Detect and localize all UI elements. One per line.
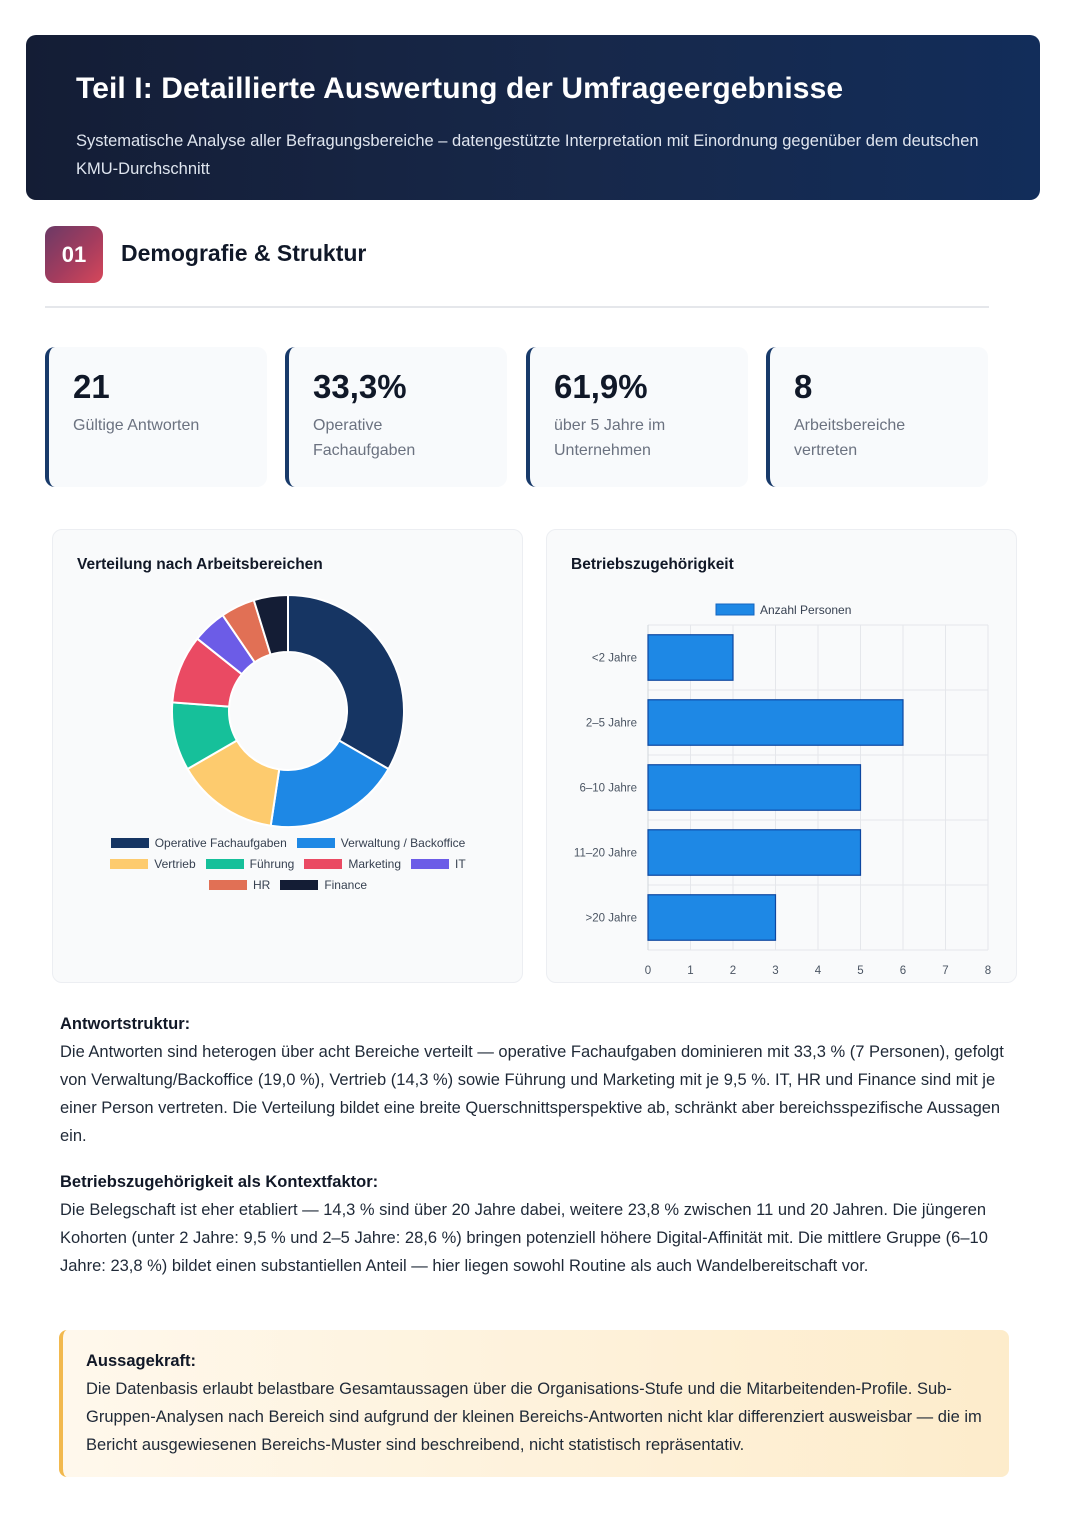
legend-swatch <box>208 880 247 890</box>
text-body: Die Antworten sind heterogen über acht B… <box>60 1043 1004 1145</box>
legend-label: Operative Fachaufgaben <box>154 836 287 850</box>
y-tick-label: 6–10 Jahre <box>579 783 637 795</box>
kpi-value: 33,3% <box>313 368 407 405</box>
legend-item: Führung <box>205 857 295 871</box>
legend-item: IT <box>411 857 466 871</box>
bar-3 <box>647 829 862 876</box>
legend-label: Anzahl Personen <box>760 603 851 617</box>
kpi-label: über 5 Jahre im Unternehmen <box>554 417 666 459</box>
legend-swatch <box>304 859 343 869</box>
legend-item: Marketing <box>304 857 401 871</box>
legend-swatch <box>411 859 450 869</box>
legend-label: Verwaltung / Backoffice <box>340 836 466 850</box>
kpi-card-responses: 21 Gültige Antworten <box>45 347 267 487</box>
bar-1 <box>647 699 904 746</box>
legend-label: Marketing <box>348 857 402 871</box>
x-tick-label: 0 <box>645 965 651 977</box>
x-tick-label: 8 <box>985 965 991 977</box>
donut-slice-0 <box>287 593 405 771</box>
kpi-label: Gültige Antworten <box>73 417 200 434</box>
text-heading: Antwortstruktur: <box>60 1015 191 1033</box>
page-subtitle: Systematische Analyse aller Befragungsbe… <box>76 132 979 178</box>
legend-item: Vertrieb <box>110 857 196 871</box>
text-body: Die Belegschaft ist eher etabliert — 14,… <box>60 1201 988 1275</box>
y-tick-label: >20 Jahre <box>586 913 637 925</box>
legend-swatch <box>110 838 149 848</box>
legend-swatch <box>280 880 319 890</box>
kpi-label: Arbeitsbereiche vertreten <box>794 417 906 459</box>
x-tick-label: 1 <box>687 965 693 977</box>
bar-2 <box>647 764 862 811</box>
text-block-answer-structure: Antwortstruktur: Die Antworten sind hete… <box>60 1010 1020 1150</box>
x-tick-label: 2 <box>730 965 736 977</box>
legend-label: HR <box>252 878 271 892</box>
donut-legend-row-1: Operative Fachaufgaben Verwaltung / Back… <box>53 836 523 850</box>
x-tick-label: 4 <box>815 965 822 977</box>
donut-legend-row-2: Vertrieb Führung Marketing IT <box>53 857 523 871</box>
x-tick-label: 7 <box>942 965 948 977</box>
section-title: Demografie & Struktur <box>121 240 367 266</box>
bar-4 <box>647 894 777 941</box>
legend-label: Finance <box>324 878 368 892</box>
kpi-card-areas: 8 Arbeitsbereiche vertreten <box>766 347 988 487</box>
kpi-card-operative: 33,3% Operative Fachaufgaben <box>285 347 507 487</box>
y-tick-label: <2 Jahre <box>592 653 637 665</box>
section-divider <box>45 306 989 308</box>
legend-label: Vertrieb <box>154 857 196 871</box>
legend-label: Führung <box>249 857 295 871</box>
x-tick-label: 6 <box>900 965 906 977</box>
legend-item: HR <box>208 878 271 892</box>
kpi-value: 61,9% <box>554 368 648 405</box>
legend-swatch <box>205 859 244 869</box>
donut-slice-7 <box>252 593 289 656</box>
kpi-card-tenure: 61,9% über 5 Jahre im Unternehmen <box>526 347 748 487</box>
chart-title: Betriebszugehörigkeit <box>571 556 734 573</box>
callout-heading: Aussagekraft: <box>86 1352 197 1370</box>
legend-swatch <box>110 859 149 869</box>
bar-0 <box>647 634 734 681</box>
x-tick-label: 5 <box>857 965 863 977</box>
kpi-value: 21 <box>73 368 110 405</box>
x-tick-label: 3 <box>772 965 778 977</box>
y-tick-label: 11–20 Jahre <box>574 848 637 860</box>
kpi-label: Operative Fachaufgaben <box>313 417 416 459</box>
bar-chart: Anzahl Personen 0 1 2 3 4 5 6 7 8 <2 Jahre 2–5 Jahr… <box>574 603 991 977</box>
callout-box: Aussagekraft: Die Datenbasis erlaubt bel… <box>59 1330 1009 1477</box>
section-number-badge: 01 <box>45 226 103 283</box>
legend-item: Finance <box>280 878 367 892</box>
bar-chart-card: Betriebszugehörigkeit Anzahl Personen 0 1 2… <box>546 529 1017 983</box>
chart-title: Verteilung nach Arbeitsbereichen <box>77 556 323 573</box>
text-block-tenure: Betriebszugehörigkeit als Kontextfaktor:… <box>60 1168 1020 1280</box>
legend-item: Operative Fachaufgaben <box>110 836 287 850</box>
report-header: Teil I: Detaillierte Auswertung der Umfr… <box>26 35 1040 200</box>
page-title: Teil I: Detaillierte Auswertung der Umfr… <box>76 72 844 105</box>
legend-swatch <box>715 603 755 616</box>
donut-chart <box>171 593 405 828</box>
legend-label: IT <box>455 857 466 871</box>
donut-chart-card: Verteilung nach Arbeitsbereichen Operati… <box>52 529 523 983</box>
legend-item: Verwaltung / Backoffice <box>296 836 466 850</box>
callout-body: Die Datenbasis erlaubt belastbare Gesamt… <box>86 1380 982 1454</box>
y-tick-label: 2–5 Jahre <box>586 718 637 730</box>
text-heading: Betriebszugehörigkeit als Kontextfaktor: <box>60 1173 379 1191</box>
legend-swatch <box>296 838 335 848</box>
donut-legend-row-3: HR Finance <box>53 878 523 892</box>
kpi-value: 8 <box>794 368 813 405</box>
